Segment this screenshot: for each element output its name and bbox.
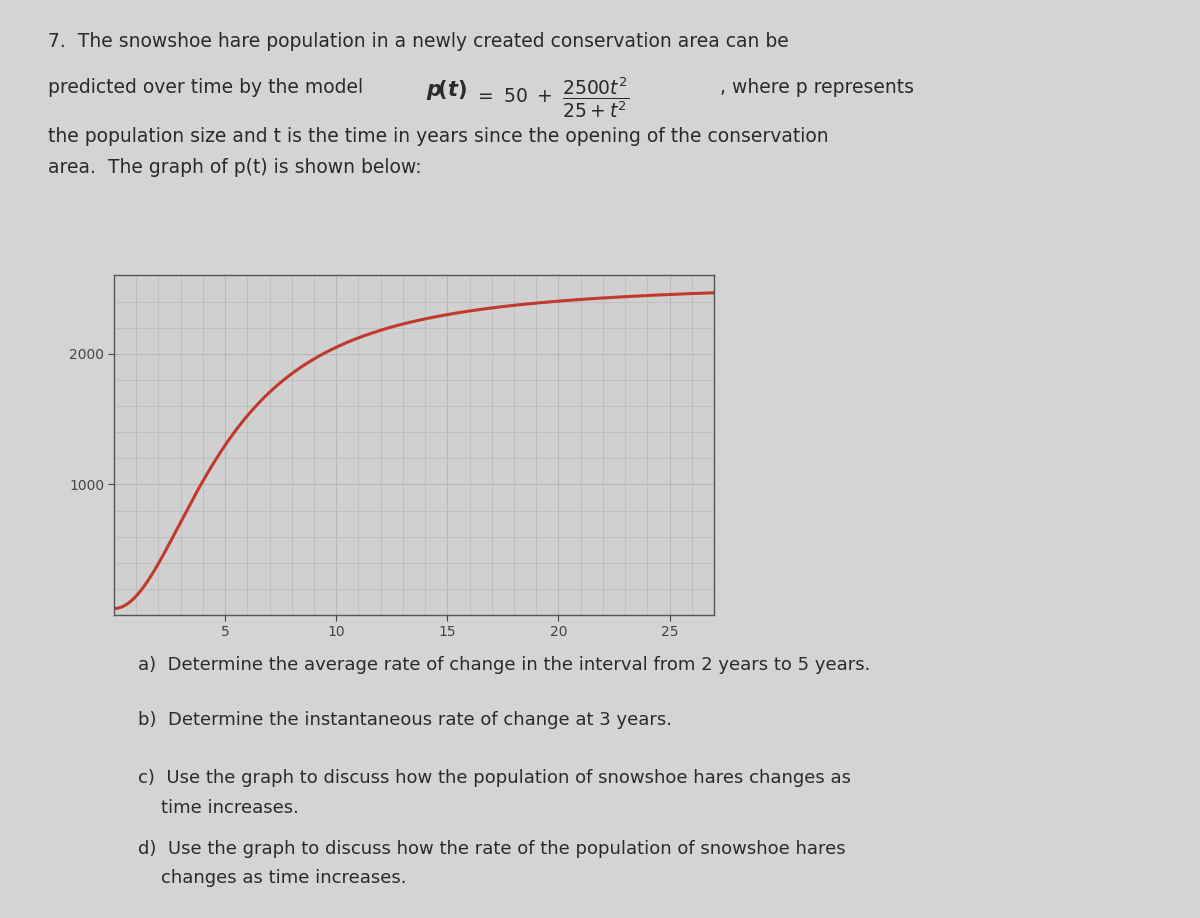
Text: $\boldsymbol{p}\!\boldsymbol{(}\boldsymbol{t}\boldsymbol{)}$: $\boldsymbol{p}\!\boldsymbol{(}\boldsymb… <box>426 78 467 102</box>
Text: time increases.: time increases. <box>138 799 299 817</box>
Text: $= \ 50 \ + \ \dfrac{2500t^2}{25+t^2}$: $= \ 50 \ + \ \dfrac{2500t^2}{25+t^2}$ <box>474 75 630 120</box>
Text: b)  Determine the instantaneous rate of change at 3 years.: b) Determine the instantaneous rate of c… <box>138 711 672 730</box>
Text: a)  Determine the average rate of change in the interval from 2 years to 5 years: a) Determine the average rate of change … <box>138 656 870 675</box>
Text: , where p represents: , where p represents <box>720 78 914 97</box>
Text: predicted over time by the model: predicted over time by the model <box>48 78 370 97</box>
Text: area.  The graph of p(t) is shown below:: area. The graph of p(t) is shown below: <box>48 158 421 177</box>
Text: changes as time increases.: changes as time increases. <box>138 869 407 888</box>
Text: 7.  The snowshoe hare population in a newly created conservation area can be: 7. The snowshoe hare population in a new… <box>48 32 788 51</box>
Text: c)  Use the graph to discuss how the population of snowshoe hares changes as: c) Use the graph to discuss how the popu… <box>138 769 851 788</box>
Text: the population size and t is the time in years since the opening of the conserva: the population size and t is the time in… <box>48 127 829 146</box>
Text: d)  Use the graph to discuss how the rate of the population of snowshoe hares: d) Use the graph to discuss how the rate… <box>138 840 846 858</box>
